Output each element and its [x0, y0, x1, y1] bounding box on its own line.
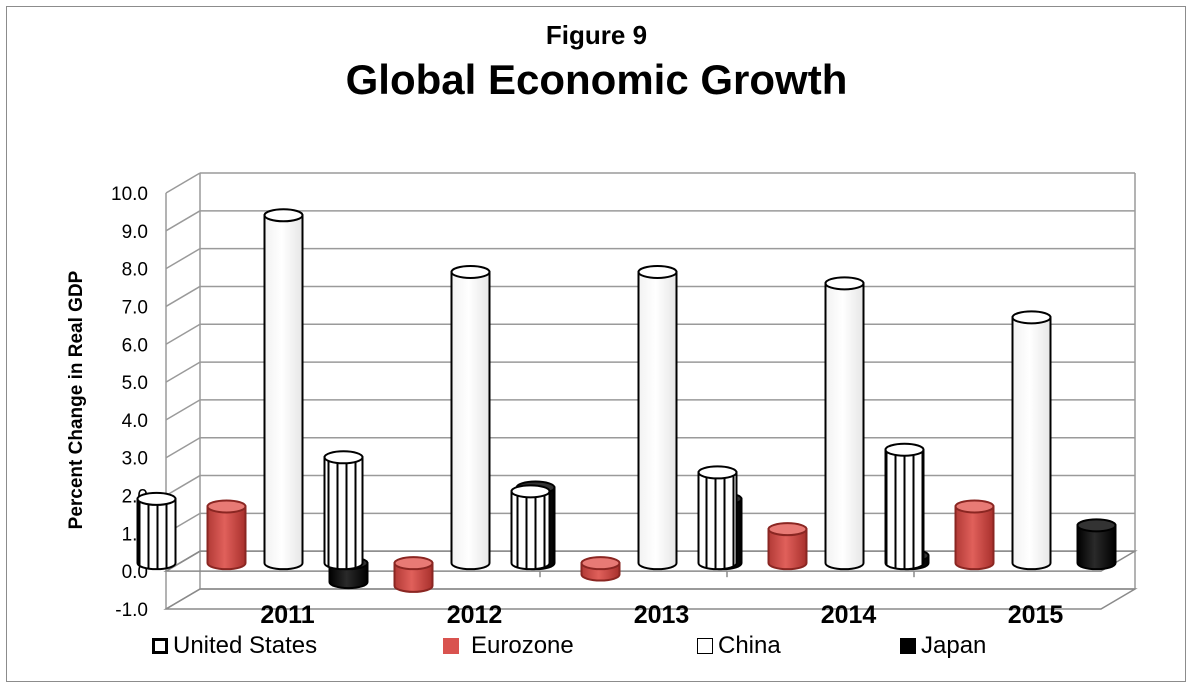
bar-united-states-2012 [323, 456, 364, 571]
bar-china-2013-cap [637, 264, 678, 279]
bar-united-states-2013-cap [510, 484, 551, 499]
bar-united-states-2012-cap [323, 450, 364, 465]
gridline-depth-8 [165, 285, 201, 308]
bar-united-states-2011 [136, 497, 177, 571]
bar-eurozone-2015-cap [954, 499, 995, 514]
bar-united-states-2015-cap [884, 442, 925, 457]
x-category-label-2012: 2012 [447, 601, 503, 629]
y-tick-label-9: 8.0 [122, 260, 148, 281]
bar-china-2011 [263, 214, 304, 571]
legend-label-eurozone: Eurozone [471, 632, 574, 659]
bar-eurozone-2014 [767, 528, 808, 571]
legend-swatch-united-states [152, 638, 168, 654]
gridline-depth-9 [165, 247, 201, 270]
gridline-depth-10 [165, 210, 201, 232]
legend-item-japan: Japan [900, 632, 986, 660]
gridline-depth-5 [165, 399, 201, 421]
y-tick-label-7: 6.0 [122, 335, 148, 356]
chart-title: Global Economic Growth [345, 56, 848, 103]
bar-china-2012-cap [450, 264, 491, 279]
bar-eurozone-2013-cap [580, 556, 621, 571]
x-category-label-2014: 2014 [821, 601, 877, 629]
legend-swatch-china [697, 638, 713, 654]
y-tick-label-0: -1.0 [115, 600, 148, 621]
y-tick-label-6: 5.0 [122, 373, 148, 394]
gridline-depth-11 [165, 172, 201, 194]
bar-china-2012 [450, 270, 491, 571]
bar-china-2015 [1011, 316, 1052, 571]
y-tick-label-10: 9.0 [122, 222, 148, 243]
legend-item-united-states: United States [152, 632, 317, 660]
title-block: Figure 9 Global Economic Growth [0, 20, 1193, 108]
gridline-depth-3 [165, 474, 201, 497]
legend: United States Eurozone China Japan [0, 632, 1193, 666]
x-category-label-2013: 2013 [634, 601, 690, 629]
bar-eurozone-2011-cap [206, 499, 247, 514]
bar-united-states-2014 [697, 471, 738, 571]
x-category-label-2011: 2011 [260, 601, 314, 629]
bar-eurozone-2014-cap [767, 522, 808, 537]
bar-eurozone-2012 [393, 562, 434, 593]
base-floor [163, 588, 1138, 610]
bar-united-states-2011-cap [136, 491, 177, 506]
legend-swatch-eurozone [443, 638, 459, 654]
gridline-depth-7 [165, 323, 201, 345]
gridline-depth-6 [165, 361, 201, 383]
gridline-depth-4 [165, 437, 201, 459]
y-tick-label-5: 4.0 [122, 411, 148, 432]
legend-label-china: China [718, 632, 781, 659]
legend-item-eurozone: Eurozone [443, 632, 574, 660]
bar-china-2015-cap [1011, 310, 1052, 325]
legend-swatch-japan [900, 638, 916, 654]
bar-eurozone-2012-cap [393, 556, 434, 571]
bar-japan-2015 [1076, 524, 1117, 571]
zero-floor [163, 550, 1138, 572]
bar-united-states-2014-cap [697, 465, 738, 480]
bar-china-2014-cap [824, 276, 865, 291]
bar-china-2011-cap [263, 208, 304, 223]
y-tick-label-8: 7.0 [122, 297, 148, 318]
bar-united-states-2015 [884, 448, 925, 571]
y-tick-label-4: 3.0 [122, 449, 148, 470]
bar-eurozone-2015 [954, 505, 995, 571]
bar-eurozone-2011 [206, 505, 247, 571]
figure-label: Figure 9 [545, 20, 648, 50]
legend-item-china: China [697, 632, 781, 660]
bar-china-2014 [824, 282, 865, 571]
x-category-label-2015: 2015 [1008, 601, 1064, 629]
legend-label-united-states: United States [173, 632, 318, 659]
y-tick-label-11: 10.0 [111, 184, 148, 205]
bar-united-states-2013 [510, 490, 551, 571]
bar-japan-2015-cap [1076, 518, 1117, 533]
y-axis-label: Percent Change in Real GDP [66, 270, 87, 529]
legend-label-japan: Japan [921, 632, 987, 659]
bar-china-2013 [637, 270, 678, 571]
